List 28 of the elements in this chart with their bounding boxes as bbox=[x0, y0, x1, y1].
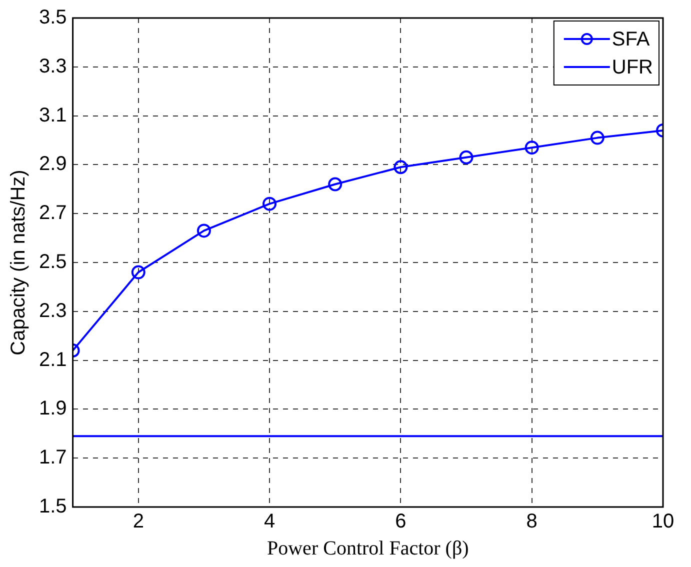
y-tick-label: 1.7 bbox=[38, 446, 67, 469]
y-axis-title: Capacity (in nats/Hz) bbox=[8, 170, 30, 356]
point bbox=[459, 150, 474, 164]
y-tick-label: 3.5 bbox=[38, 6, 67, 29]
y-tick-label: 2.1 bbox=[38, 348, 67, 371]
y-tick-label: 1.9 bbox=[38, 398, 67, 420]
y-tick-label: 1.5 bbox=[38, 496, 67, 518]
legend-label: SFA bbox=[612, 28, 650, 51]
point bbox=[590, 130, 604, 145]
y-tick-label: 2.3 bbox=[38, 300, 67, 322]
point bbox=[131, 265, 146, 280]
y-tick-label: 2.7 bbox=[38, 202, 67, 224]
y-tick-label: 3.1 bbox=[38, 104, 67, 126]
y-tick-label: 2.5 bbox=[38, 251, 67, 274]
x-tick-label: 4 bbox=[264, 510, 276, 533]
x-axis-title: Power Control Factor (β) bbox=[266, 537, 469, 560]
point bbox=[524, 140, 539, 155]
x-tick-label: 2 bbox=[132, 510, 144, 533]
point bbox=[394, 160, 408, 174]
x-tick-label: 6 bbox=[395, 510, 406, 533]
point bbox=[262, 196, 277, 211]
x-tick-label: 8 bbox=[526, 510, 538, 533]
point bbox=[196, 224, 211, 238]
y-tick-label: 3.3 bbox=[38, 55, 67, 78]
legend-label: UFR bbox=[612, 56, 654, 79]
x-tick-label: 10 bbox=[652, 510, 674, 533]
point bbox=[328, 177, 342, 192]
y-tick-label: 2.9 bbox=[38, 153, 67, 176]
